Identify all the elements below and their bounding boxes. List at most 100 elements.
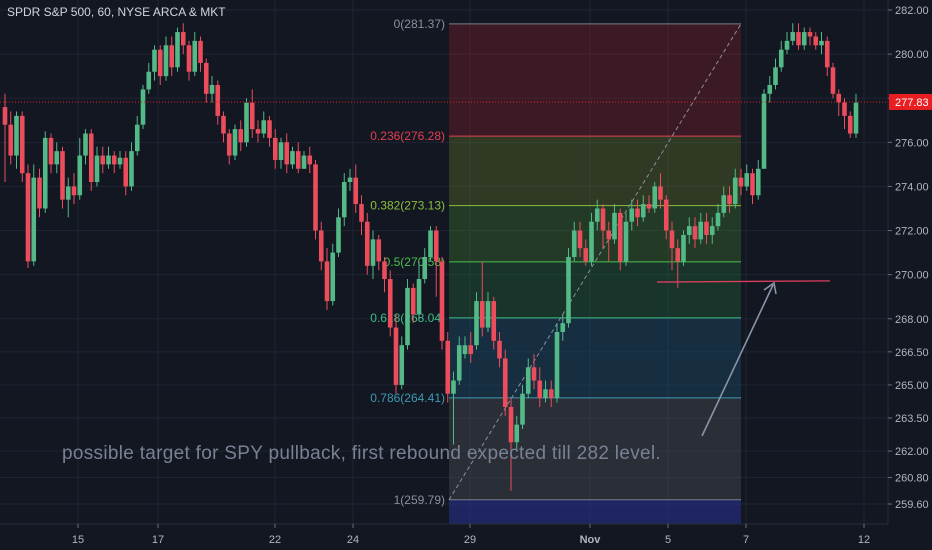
candle-body bbox=[727, 195, 732, 205]
candle-body bbox=[129, 151, 134, 187]
candle-body bbox=[543, 389, 548, 399]
candle-body bbox=[853, 102, 859, 134]
time-axis-label: 29 bbox=[464, 534, 476, 546]
candle-body bbox=[359, 204, 364, 222]
candle-body bbox=[548, 389, 554, 399]
candle-body bbox=[163, 45, 169, 77]
candle-body bbox=[8, 124, 14, 156]
price-axis-label: 260.80 bbox=[895, 473, 929, 485]
candle-body bbox=[221, 115, 226, 134]
candle-body bbox=[474, 301, 479, 346]
candle-body bbox=[594, 208, 600, 222]
candle-body bbox=[606, 230, 612, 240]
fib-level-label: 1(259.79) bbox=[394, 493, 445, 507]
candle-body bbox=[554, 331, 560, 399]
candle-body bbox=[284, 142, 290, 165]
candle-body bbox=[767, 84, 773, 94]
candle-body bbox=[658, 186, 663, 200]
candle-body bbox=[48, 137, 54, 165]
candle-body bbox=[790, 32, 796, 41]
candle-body bbox=[589, 221, 594, 262]
candle-body bbox=[134, 124, 140, 152]
candle-body bbox=[617, 212, 623, 262]
fib-level-label: 0.236(276.28) bbox=[370, 129, 445, 143]
candle-body bbox=[755, 168, 761, 196]
candle-body bbox=[175, 32, 180, 68]
candle-body bbox=[60, 151, 65, 200]
candle-body bbox=[600, 208, 606, 231]
candle-body bbox=[433, 230, 439, 262]
candle-body bbox=[566, 257, 571, 324]
candle-body bbox=[307, 155, 313, 165]
candle-body bbox=[353, 177, 359, 205]
candle-body bbox=[169, 45, 175, 68]
fib-zone bbox=[449, 397, 741, 500]
candle-body bbox=[491, 301, 497, 341]
candle-body bbox=[681, 234, 686, 262]
candle-body bbox=[232, 129, 238, 156]
fib-trendline[interactable] bbox=[448, 23, 742, 501]
candle-body bbox=[629, 208, 635, 222]
candle-body bbox=[836, 93, 842, 103]
candle-body bbox=[704, 221, 709, 235]
candle-body bbox=[180, 32, 186, 46]
price-axis-label: 272.00 bbox=[895, 226, 929, 238]
candle-body bbox=[462, 345, 468, 355]
candle-body bbox=[106, 155, 111, 165]
last-price-label: 277.83 bbox=[895, 97, 929, 109]
price-axis-label: 276.00 bbox=[895, 137, 929, 149]
candle-body bbox=[19, 115, 25, 174]
candle-body bbox=[313, 164, 318, 231]
candle-body bbox=[341, 182, 347, 218]
price-axis-label: 265.00 bbox=[895, 380, 929, 392]
annotation-arrow-head bbox=[763, 281, 777, 295]
candle-body bbox=[192, 40, 198, 72]
candle-body bbox=[669, 230, 675, 249]
candle-body bbox=[37, 177, 42, 209]
candle-body bbox=[347, 177, 353, 183]
target-level-line[interactable] bbox=[656, 280, 831, 283]
price-axis-label: 282.00 bbox=[895, 5, 929, 17]
candle-body bbox=[71, 186, 77, 196]
candle-body bbox=[318, 230, 324, 262]
candle-body bbox=[410, 287, 416, 315]
candle-body bbox=[468, 345, 474, 355]
candle-body bbox=[382, 261, 387, 280]
candle-body bbox=[456, 345, 462, 381]
chart-annotation-text[interactable]: possible target for SPY pullback, first … bbox=[62, 443, 661, 464]
annotation-arrow[interactable] bbox=[701, 284, 774, 437]
candle-body bbox=[123, 157, 129, 187]
candle-body bbox=[646, 204, 652, 209]
candle-body bbox=[721, 195, 727, 213]
candle-body bbox=[525, 367, 531, 394]
candle-body bbox=[65, 186, 71, 200]
candle-body bbox=[807, 32, 813, 37]
symbol-title: SPDR S&P 500, 60, NYSE ARCA & MKT bbox=[7, 5, 226, 19]
candle-body bbox=[652, 186, 658, 209]
candle-body bbox=[215, 84, 221, 116]
time-axis-label: 22 bbox=[269, 534, 281, 546]
candle-body bbox=[778, 49, 784, 68]
candle-body bbox=[301, 155, 307, 169]
candle-body bbox=[796, 32, 801, 46]
candle-body bbox=[203, 62, 209, 94]
candle-body bbox=[83, 133, 88, 156]
candle-body bbox=[479, 301, 485, 328]
time-axis-label: 17 bbox=[152, 534, 164, 546]
candle-body bbox=[623, 221, 629, 262]
candle-body bbox=[111, 155, 117, 165]
time-axis-label: 7 bbox=[743, 534, 749, 546]
candle-body bbox=[750, 173, 755, 196]
candle-body bbox=[249, 102, 255, 130]
candle-body bbox=[42, 137, 48, 209]
candle-body bbox=[784, 40, 790, 50]
price-axis-label: 268.00 bbox=[895, 314, 929, 326]
candle-body bbox=[520, 393, 525, 425]
candle-body bbox=[244, 102, 249, 143]
candle-body bbox=[830, 67, 836, 94]
candle-body bbox=[686, 226, 692, 235]
candle-body bbox=[560, 323, 566, 332]
fib-zone bbox=[449, 23, 741, 137]
price-axis-label: 274.00 bbox=[895, 181, 929, 193]
